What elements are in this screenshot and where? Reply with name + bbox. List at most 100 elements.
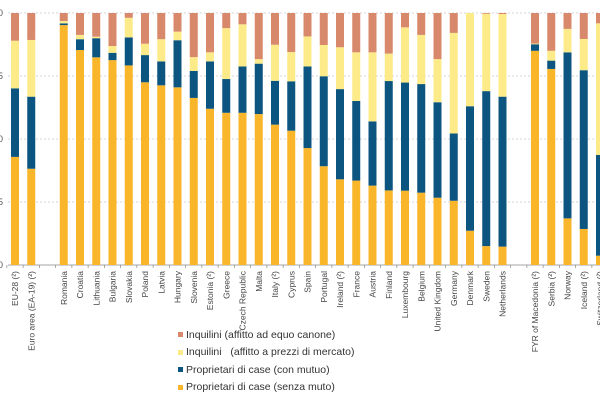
x-tick-label: Czech Republic	[238, 270, 248, 330]
legend-item-equo-canone: Inquilini (affitto ad equo canone)	[178, 326, 354, 344]
bar-segment	[449, 13, 458, 33]
x-tick-label: Denmark	[465, 270, 475, 305]
bar-segment	[59, 25, 68, 265]
legend-label: Inquilini (affitto a prezzi di mercato)	[186, 346, 355, 359]
bar-segment	[401, 27, 409, 83]
legend-label: Proprietari di case (con mutuo)	[186, 363, 330, 376]
bar-segment	[206, 108, 214, 265]
bar-segment	[59, 23, 68, 26]
bar-segment	[368, 52, 377, 122]
bar-segment	[141, 82, 149, 265]
bar-segment	[336, 89, 344, 180]
x-tick-label: United Kingdom	[433, 271, 443, 331]
bar-segment	[368, 185, 377, 265]
bar-segment	[417, 192, 426, 265]
bar-segment	[238, 13, 247, 25]
bar-segment	[303, 66, 312, 149]
x-tick-label: Spain	[303, 271, 313, 293]
bar-segment	[76, 39, 84, 51]
bar-segment	[401, 190, 409, 265]
bar-segment	[303, 36, 312, 67]
bar-segment	[108, 13, 117, 47]
bar-segment	[11, 88, 19, 157]
x-tick-label: Estonia (²)	[205, 271, 215, 310]
bar-segment	[449, 32, 458, 134]
bar-segment	[27, 39, 36, 97]
bar-segment	[449, 200, 458, 265]
bar-segment	[319, 13, 328, 46]
bar-segment	[531, 43, 539, 45]
bar-segment	[417, 34, 426, 85]
bar-segment	[189, 70, 198, 98]
legend-item-con-mutuo: Proprietari di case (con mutuo)	[178, 361, 354, 379]
bar-segment	[254, 13, 263, 60]
bar-segment	[173, 31, 182, 41]
bar-segment	[124, 37, 133, 66]
bar-segment	[76, 13, 84, 35]
bar-segment	[579, 13, 588, 39]
bar-segment	[596, 154, 600, 256]
bar-segment	[11, 40, 19, 89]
bar-segment	[352, 13, 361, 53]
bar-segment	[157, 61, 166, 86]
bar-segment	[27, 13, 36, 40]
x-tick-label: Lithuania	[91, 271, 101, 306]
y-tick-label: 100	[0, 8, 3, 18]
x-tick-label: Finland	[384, 271, 394, 299]
bar-segment	[11, 156, 19, 265]
bar-segment	[157, 85, 166, 265]
x-tick-label: Latvia	[156, 271, 166, 294]
bar-segment	[563, 13, 572, 29]
y-tick-label: 0	[0, 260, 3, 270]
bar-segment	[271, 124, 279, 265]
bar-segment	[238, 112, 247, 266]
bar-segment	[141, 13, 149, 44]
bar-segment	[206, 13, 214, 53]
legend-label: Inquilini (affitto ad equo canone)	[186, 328, 336, 341]
bar-segment	[449, 133, 458, 201]
bar-segment	[157, 13, 166, 40]
bar-segment	[189, 13, 198, 58]
legend-swatch	[178, 349, 183, 355]
x-tick-label: Austria	[368, 271, 378, 298]
bar-segment	[222, 112, 231, 266]
bar-segment	[466, 13, 474, 107]
bar-segment	[303, 13, 312, 37]
bar-segment	[189, 97, 198, 265]
bar-segment	[254, 59, 263, 64]
x-tick-label: Croatia	[75, 271, 85, 299]
legend-swatch	[178, 384, 183, 390]
bar-segment	[92, 13, 101, 37]
bar-segment	[401, 82, 409, 191]
legend-item-senza-mutuo: Proprietari di case (senza muto)	[178, 379, 354, 397]
bar-segment	[222, 79, 231, 113]
x-tick-label: EU-28 (²)	[10, 271, 20, 306]
bar-segment	[433, 13, 442, 60]
x-tick-label: Greece	[221, 271, 231, 299]
bar-segment	[92, 38, 101, 58]
bar-segment	[108, 60, 117, 266]
bar-segment	[319, 166, 328, 265]
x-tick-label: Iceland (²)	[579, 271, 589, 309]
bar-segment	[319, 76, 328, 167]
x-tick-label: Slovenia	[189, 271, 199, 304]
x-tick-label: Norway	[563, 270, 573, 300]
bar-segment	[271, 13, 279, 45]
x-tick-label: Romania	[59, 271, 69, 305]
bar-segment	[547, 68, 556, 265]
legend-item-mercato: Inquilini (affitto a prezzi di mercato)	[178, 344, 354, 362]
bar-segment	[417, 13, 426, 35]
bar-segment	[173, 40, 182, 88]
x-tick-label: Germany	[449, 270, 459, 306]
bar-segment	[173, 87, 182, 265]
x-tick-label: Poland	[140, 271, 150, 298]
bar-segment	[222, 28, 231, 80]
legend-swatch	[178, 332, 183, 338]
bar-segment	[59, 21, 68, 24]
bar-segment	[238, 24, 247, 67]
bar-segment	[141, 55, 149, 83]
x-tick-label: FYR of Macedonia (²)	[530, 271, 540, 352]
bar-segment	[271, 80, 279, 125]
bar-segment	[417, 84, 426, 193]
